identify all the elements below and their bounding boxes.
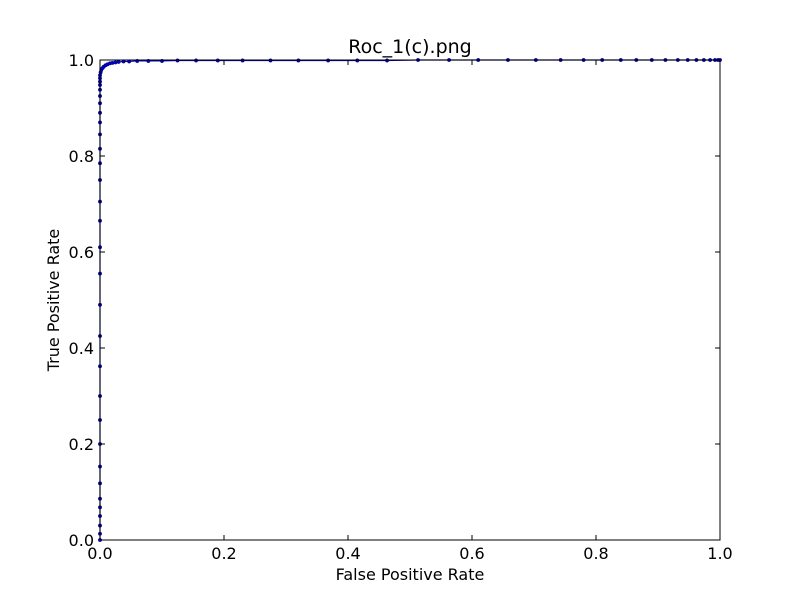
x-tick-label: 0.8 xyxy=(583,544,608,563)
axis-ticks: 0.0 0.2 0.4 0.6 0.8 1.0 0.0 0.2 0.4 0.6 0.8 1.0 xyxy=(69,51,733,563)
y-axis-label: True Positive Rate xyxy=(44,229,63,373)
y-tick-label: 0.0 xyxy=(69,531,94,550)
y-tick-label: 0.6 xyxy=(69,243,94,262)
roc-point xyxy=(116,59,121,64)
x-tick-label: 0.0 xyxy=(87,544,112,563)
x-tick-label: 1.0 xyxy=(707,544,732,563)
x-tick-label: 0.2 xyxy=(211,544,236,563)
plot-area xyxy=(98,58,722,542)
x-tick-label: 0.4 xyxy=(335,544,360,563)
y-tick-label: 0.4 xyxy=(69,339,94,358)
y-tick-label: 0.8 xyxy=(69,147,94,166)
axes-frame xyxy=(99,59,721,541)
chart-title: Roc_1(c).png xyxy=(348,36,471,58)
x-axis-label: False Positive Rate xyxy=(336,565,485,584)
y-tick-label: 1.0 xyxy=(69,51,94,70)
y-tick-label: 0.2 xyxy=(69,435,94,454)
axes-background xyxy=(100,60,720,540)
x-tick-label: 0.6 xyxy=(459,544,484,563)
